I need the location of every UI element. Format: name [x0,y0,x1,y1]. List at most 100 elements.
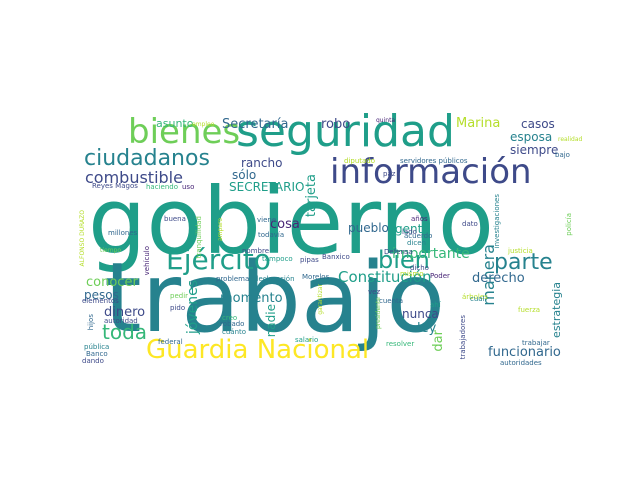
word-vez: vez [368,288,381,296]
word-nunca: nunca [402,307,439,321]
word-presidente: presidente [375,297,382,329]
word-dicho: dicho [410,264,429,272]
word-bienes: bienes [128,112,241,152]
word-quinta: quinta [376,117,396,124]
word-dar: dar [431,330,446,352]
word-paz: paz [383,170,396,178]
word-alfonso-durazo: ALFONSO DURAZO [79,210,86,267]
word-morelos: Morelos [302,273,330,281]
word-fuerza: fuerza [518,306,541,314]
word-autoridades: autoridades [500,359,542,367]
word-informacion: información [330,152,532,192]
word-asunto: asunto [156,117,194,130]
word-trabajo: trabajo [104,242,446,354]
word-pedir: pedir [170,292,189,300]
word-salario: salario [295,336,319,344]
word-buena: buena [164,215,186,223]
word-reyes-magos: Reyes Magos [92,182,138,190]
word-nadie: nadie [264,304,278,338]
word-pido: pido [170,304,186,312]
word-secretaria: Secretaría [222,117,289,132]
word-bajo: bajo [555,151,570,159]
word-nombre: nombre [242,247,270,255]
word-hijos: hijos [87,314,95,331]
word-uso: uso [182,183,195,191]
word-resolver: resolver [386,340,415,348]
word-haciendo: haciendo [146,183,178,191]
word-ahi: ahí [430,301,441,309]
word-robado: robado [220,320,245,328]
word-pipas: pipas [300,256,319,264]
word-defensa: Defensa [384,248,413,256]
word-trabajar: trabajar [522,339,550,347]
word-cuenta: cuenta [379,297,404,305]
word-tiempo: tiempo [100,247,122,254]
word-toda: toda [102,320,148,344]
word-momento: momento [220,291,283,306]
word-dinero: dinero [104,305,146,320]
word-gente: gente [395,222,430,236]
word-poder: Poder [430,272,450,280]
word-solo: sólo [232,168,257,182]
word-amparo: amparo [217,218,224,242]
word-conocer: conocer [86,275,138,290]
word-lado: lado [402,228,417,236]
word-cloud: gobierno trabajo seguridad información biene… [77,112,583,368]
word-autoridad: autoridad [104,317,138,325]
word-acuerdo: acuerdo [404,232,433,240]
word-creo: creo [222,314,238,322]
word-dando: dando [82,357,104,365]
word-jovenes: jóvenes [185,280,201,335]
word-trabajadores: trabajadores [459,315,467,360]
word-derecho: derecho [472,271,525,286]
word-tampoco: tampoco [262,255,293,263]
word-guardia-nacional: Guardia Nacional [146,335,370,365]
word-cosa: cosa [270,217,300,232]
word-mismo: mismo [400,270,424,278]
word-declaracion: declaración [254,275,295,283]
word-marina: Marina [456,116,501,131]
word-viene: viene [257,216,277,224]
word-pueblo: pueblo [348,221,389,235]
word-estrategia: estrategia [550,282,563,338]
word-policia: policía [565,213,573,236]
word-empleo: empleo [192,121,215,128]
word-bien: bien [378,246,430,274]
word-problema: problema [216,275,250,283]
word-rancho: rancho [241,156,283,170]
word-federal: federal [158,338,183,346]
word-siempre: siempre [510,143,559,157]
word-cuanto: cuánto [222,328,247,336]
word-todavia: todavía [258,231,285,239]
word-ciudadanos: ciudadanos [84,146,210,171]
word-dato: dato [462,220,478,228]
word-ejercito: Ejército [166,243,271,276]
word-dicen: dicen [407,239,426,247]
word-constitucion: Constitución [338,268,432,286]
word-parte: parte [494,250,553,275]
word-publica: pública [84,343,110,351]
word-elementos: elementos [82,297,119,305]
word-millones: millones [108,229,138,237]
word-pesos: pesos [84,288,119,302]
word-seguridad: seguridad [236,112,455,157]
word-funcionario: funcionario [488,345,561,360]
word-tarjeta: tarjeta [304,174,319,218]
word-servidores-publicos: servidores públicos [400,157,468,165]
word-secretario: SECRETARIO [229,180,305,194]
word-banco: Banco [86,350,108,358]
word-ley: ley [417,321,437,336]
word-justicia: justicia [508,247,533,255]
word-realidad: realidad [558,136,583,143]
word-vehiculo: vehículo [143,246,151,276]
word-importante: importante [392,246,470,262]
word-investigaciones: investigaciones [493,194,501,249]
word-banxico: Banxico [322,253,350,261]
word-anos: años [411,215,428,223]
word-diputado: diputado [344,157,376,165]
word-arboles: árboles [462,293,488,301]
word-robo: robo [321,117,351,132]
word-combustible: combustible [85,168,183,187]
word-gobierno: gobierno [88,168,495,275]
word-tranquilidad: tranquilidad [195,216,203,259]
